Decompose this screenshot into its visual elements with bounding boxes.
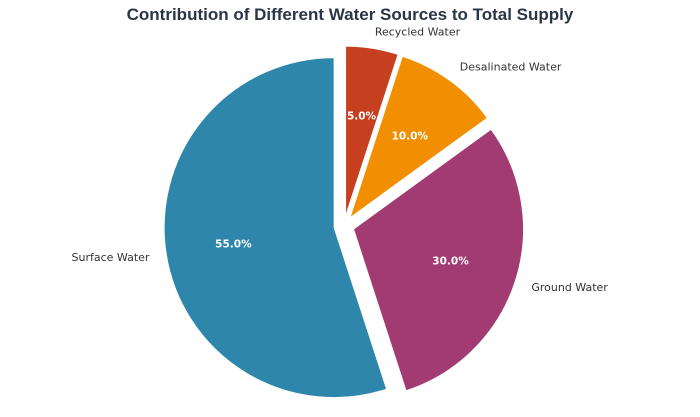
pie-slice-label: Recycled Water (375, 25, 461, 38)
pie-pct-label: 55.0% (215, 239, 252, 251)
pie-labels: 5.0% Recycled Water 10.0% Desalinated Water… (72, 25, 609, 293)
pie-slice-ground-water (352, 128, 525, 392)
pie-slice-label: Ground Water (531, 281, 608, 294)
pie-slice-recycled-water (345, 45, 399, 217)
pie-slice-label: Surface Water (72, 251, 150, 264)
pie-slice-surface-water (163, 57, 388, 399)
pie-slice-desalinated-water (348, 55, 489, 220)
chart-title: Contribution of Different Water Sources … (127, 5, 574, 24)
pie-pct-label: 10.0% (392, 130, 429, 142)
pie-slices (163, 45, 525, 399)
pie-slice-label: Desalinated Water (460, 61, 562, 74)
pie-pct-label: 30.0% (432, 256, 469, 268)
pie-pct-label: 5.0% (347, 110, 377, 122)
